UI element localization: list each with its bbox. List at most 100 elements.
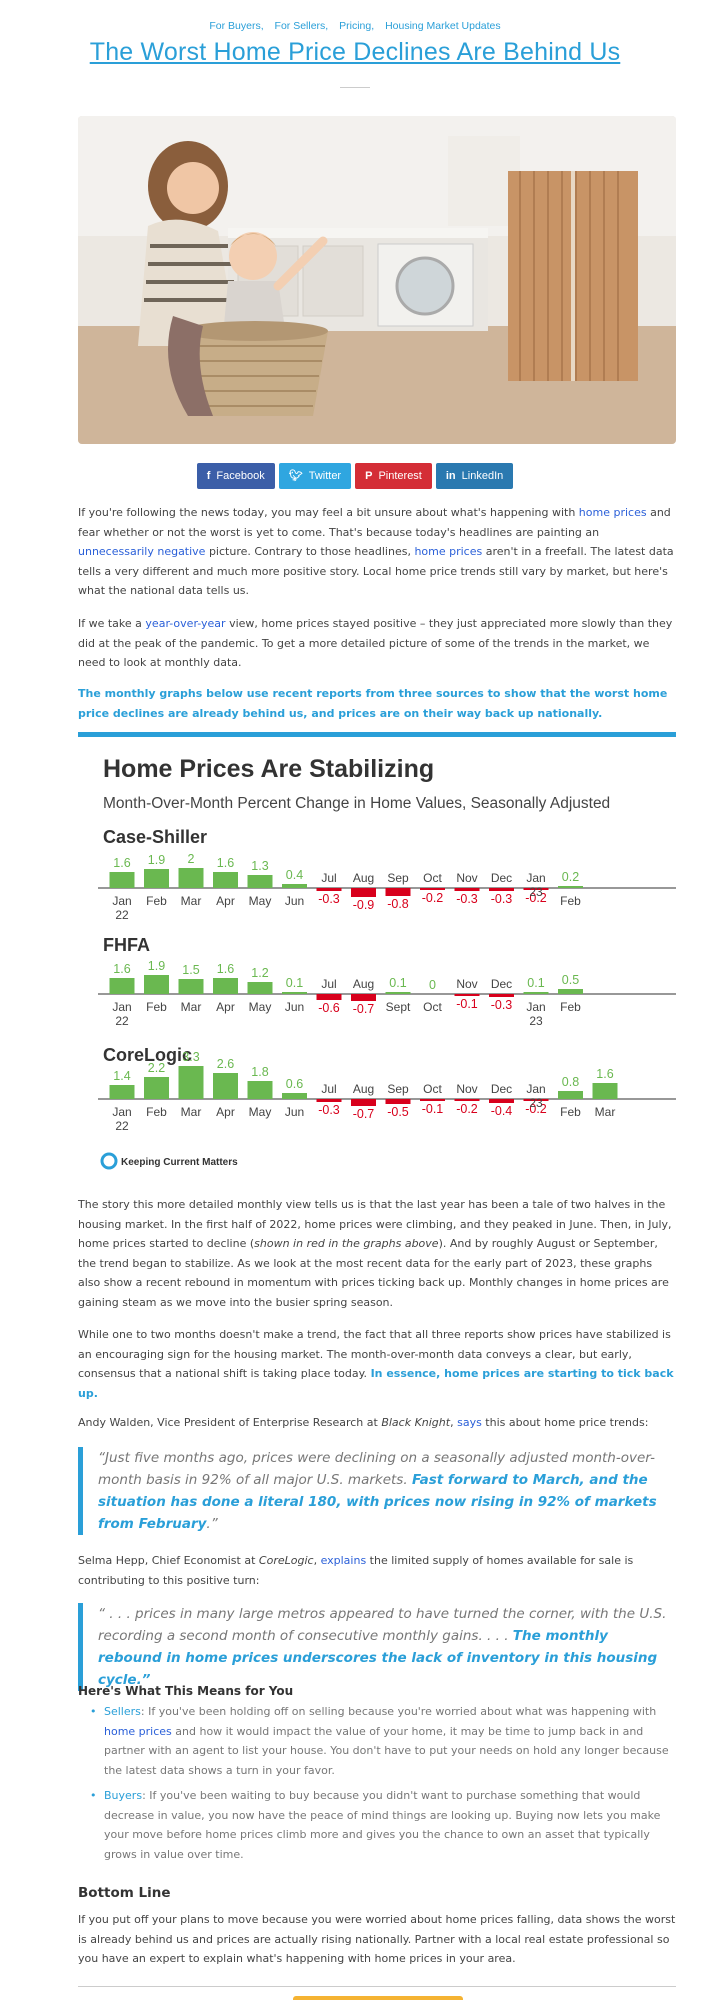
hepp-text-2: , bbox=[313, 1554, 321, 1567]
walden-intro: Andy Walden, Vice President of Enterpris… bbox=[78, 1413, 676, 1433]
cta-button-edge[interactable] bbox=[293, 1996, 463, 2000]
twitter-share-button[interactable]: 🐦︎ Twitter bbox=[278, 463, 352, 489]
category-label-1-7: Aug bbox=[353, 977, 374, 991]
value-label-2-12: -0.2 bbox=[525, 1102, 547, 1116]
bar-1-13 bbox=[558, 989, 583, 994]
pinterest-share-button[interactable]: P Pinterest bbox=[355, 463, 432, 489]
category-label-1-1: Feb bbox=[146, 1000, 167, 1014]
category-label-0-13: Feb bbox=[560, 894, 581, 908]
sellers-bullet: • Sellers: If you've been holding off on… bbox=[90, 1702, 676, 1780]
bar-0-5 bbox=[282, 884, 307, 888]
trend-text: While one to two months doesn't make a t… bbox=[78, 1328, 671, 1380]
category-label-0-2: Mar bbox=[181, 894, 202, 908]
bar-1-7 bbox=[351, 994, 376, 1001]
home-prices-link[interactable]: home prices bbox=[578, 506, 647, 519]
walden-text-3: this about home price trends: bbox=[481, 1416, 649, 1429]
category-year-0-0: 22 bbox=[115, 908, 129, 922]
bar-2-7 bbox=[351, 1099, 376, 1106]
article-title[interactable]: The Worst Home Price Declines Are Behind… bbox=[89, 38, 621, 66]
category-label-2-2: Mar bbox=[181, 1105, 202, 1119]
walden-text-1: Andy Walden, Vice President of Enterpris… bbox=[78, 1416, 382, 1429]
home-prices-chart: Home Prices Are Stabilizing Month-Over-Mo… bbox=[78, 737, 676, 1177]
explains-link[interactable]: explains bbox=[320, 1554, 367, 1567]
chart-svg: Home Prices Are Stabilizing Month-Over-Mo… bbox=[98, 755, 676, 1170]
hepp-text-3: the limited supply of homes available fo… bbox=[78, 1554, 634, 1587]
corelogic-name: CoreLogic bbox=[258, 1554, 314, 1567]
linkedin-share-button[interactable]: in LinkedIn bbox=[435, 463, 514, 489]
bottom-line-heading: Bottom Line bbox=[78, 1885, 171, 1901]
value-label-1-11: -0.3 bbox=[491, 998, 513, 1012]
intro-paragraph: If you're following the news today, you … bbox=[78, 503, 676, 601]
sellers-home-prices-link[interactable]: home prices bbox=[104, 1724, 172, 1738]
category-market-updates[interactable]: Housing Market Updates bbox=[385, 20, 501, 32]
bar-0-6 bbox=[316, 888, 342, 891]
home-prices-link-2[interactable]: home prices bbox=[414, 545, 483, 558]
unnecessarily-negative-link[interactable]: unnecessarily negative bbox=[78, 545, 206, 558]
value-label-2-1: 2.2 bbox=[148, 1061, 165, 1075]
value-label-2-5: 0.6 bbox=[286, 1077, 303, 1091]
bullet-dot: • bbox=[90, 1705, 97, 1718]
linkedin-share-label: LinkedIn bbox=[461, 470, 504, 482]
bar-0-10 bbox=[454, 888, 480, 891]
category-label-1-12: Jan bbox=[526, 1000, 545, 1014]
hepp-text-1: Selma Hepp, Chief Economist at bbox=[78, 1554, 259, 1567]
panel-title-1: FHFA bbox=[103, 935, 150, 955]
category-buyers[interactable]: For Buyers, bbox=[209, 20, 264, 32]
value-label-2-7: -0.7 bbox=[353, 1107, 375, 1121]
bar-2-12 bbox=[523, 1099, 549, 1101]
bar-2-6 bbox=[316, 1099, 342, 1102]
value-label-2-3: 2.6 bbox=[217, 1057, 234, 1071]
category-label-2-10: Nov bbox=[456, 1082, 477, 1096]
value-label-2-0: 1.4 bbox=[113, 1069, 130, 1083]
bar-2-1 bbox=[144, 1077, 169, 1099]
title-divider bbox=[340, 87, 370, 88]
sellers-text-2: and how it would impact the value of you… bbox=[104, 1724, 669, 1777]
category-label-0-1: Feb bbox=[146, 894, 167, 908]
category-label-2-9: Oct bbox=[423, 1082, 442, 1096]
value-label-1-12: 0.1 bbox=[527, 976, 544, 990]
value-label-0-6: -0.3 bbox=[318, 892, 340, 906]
value-label-0-7: -0.9 bbox=[353, 898, 375, 912]
walden-text-2: , bbox=[450, 1416, 458, 1429]
category-label-0-11: Dec bbox=[491, 871, 512, 885]
category-label-2-0: Jan bbox=[112, 1105, 131, 1119]
category-label-1-13: Feb bbox=[560, 1000, 581, 1014]
bar-2-5 bbox=[282, 1093, 307, 1099]
value-label-1-1: 1.9 bbox=[148, 959, 165, 973]
value-label-2-11: -0.4 bbox=[491, 1104, 513, 1118]
value-label-2-4: 1.8 bbox=[251, 1065, 268, 1079]
value-label-2-8: -0.5 bbox=[387, 1105, 409, 1119]
hepp-quote-text: “ . . . prices in many large metros appe… bbox=[98, 1606, 667, 1644]
category-label-1-6: Jul bbox=[321, 977, 336, 991]
value-label-2-9: -0.1 bbox=[422, 1102, 444, 1116]
value-label-1-2: 1.5 bbox=[182, 963, 199, 977]
story-text-2: ). And by roughly August or September, t… bbox=[78, 1237, 669, 1309]
bar-2-11 bbox=[489, 1099, 514, 1103]
category-label-2-5: Jun bbox=[285, 1105, 304, 1119]
chart-intro-highlight: The monthly graphs below use recent repo… bbox=[78, 687, 668, 720]
intro-text-1: If you're following the news today, you … bbox=[78, 506, 579, 519]
facebook-icon: f bbox=[206, 470, 211, 482]
value-label-0-0: 1.6 bbox=[113, 856, 130, 870]
says-link[interactable]: says bbox=[457, 1416, 482, 1429]
category-label-0-5: Jun bbox=[285, 894, 304, 908]
year-over-year-link[interactable]: year-over-year bbox=[145, 617, 226, 630]
bar-2-13 bbox=[558, 1091, 583, 1099]
chart-brand: Keeping Current Matters bbox=[121, 1157, 238, 1168]
bar-2-8 bbox=[385, 1099, 411, 1104]
bottom-line-paragraph: If you put off your plans to move becaus… bbox=[78, 1913, 676, 1965]
category-pricing[interactable]: Pricing, bbox=[339, 20, 375, 32]
twitter-share-label: Twitter bbox=[308, 470, 342, 482]
panel-title-2: CoreLogic bbox=[103, 1045, 192, 1065]
category-label-2-13: Feb bbox=[560, 1105, 581, 1119]
category-sellers[interactable]: For Sellers, bbox=[274, 20, 329, 32]
category-year-1-12: 23 bbox=[529, 1014, 543, 1028]
facebook-share-button[interactable]: f Facebook bbox=[196, 463, 275, 489]
category-label-0-0: Jan bbox=[112, 894, 131, 908]
category-label-0-8: Sep bbox=[387, 871, 409, 885]
year-over-year-paragraph: If we take a year-over-year view, home p… bbox=[78, 614, 676, 673]
bar-2-10 bbox=[454, 1099, 480, 1101]
trend-paragraph: While one to two months doesn't make a t… bbox=[78, 1325, 676, 1403]
category-label-2-4: May bbox=[249, 1105, 272, 1119]
bar-0-8 bbox=[385, 888, 411, 896]
